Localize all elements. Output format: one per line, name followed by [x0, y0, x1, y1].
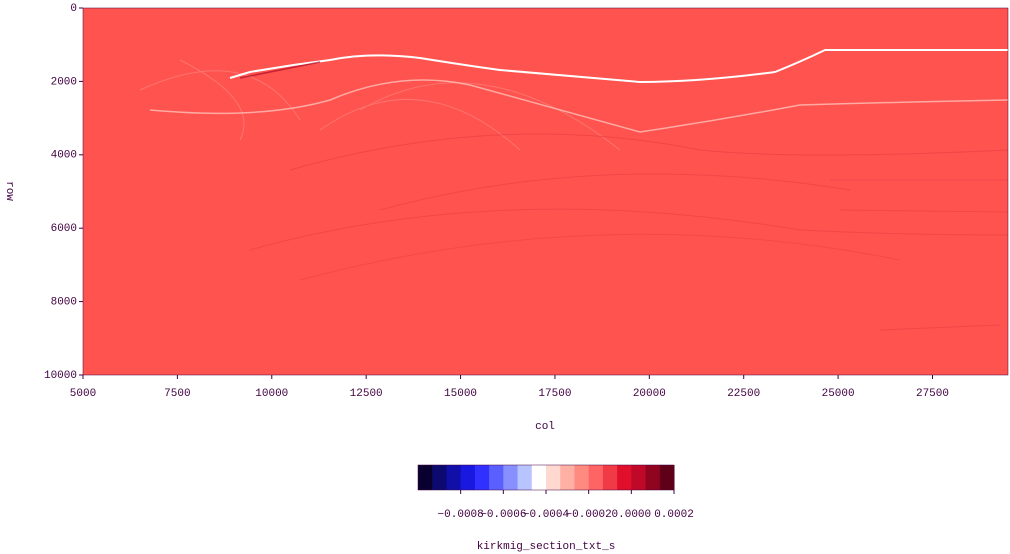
colorbar-swatch [489, 465, 504, 490]
x-tick-label: 12500 [350, 388, 383, 400]
colorbar-swatch [418, 465, 433, 490]
colorbar-swatch [474, 465, 490, 490]
x-tick-label: 15000 [444, 388, 477, 400]
colorbar-tick-label: −0.0008 [438, 509, 484, 521]
colorbar-label: kirkmig_section_txt_s [477, 541, 616, 553]
colorbar-swatch [574, 465, 590, 490]
colorbar-tick-label: 0.0002 [654, 509, 694, 521]
colorbar-swatch [460, 465, 476, 490]
x-tick-label: 20000 [633, 388, 666, 400]
y-tick-label: 4000 [51, 150, 77, 162]
colorbar-swatch [446, 465, 462, 490]
colorbar-tick-label: 0.0000 [612, 509, 652, 521]
colorbar-swatch [645, 465, 661, 490]
colorbar-tick-label: −0.0006 [480, 509, 526, 521]
colorbar-swatch [517, 465, 533, 490]
colorbar-swatch [602, 465, 618, 490]
x-axis-label: col [535, 421, 555, 433]
y-axis-label: row [3, 181, 15, 201]
colorbar-swatch [432, 465, 447, 490]
y-tick-label: 8000 [51, 297, 77, 309]
x-tick-label: 5000 [70, 388, 96, 400]
colorbar-tick-label: −0.0002 [566, 509, 612, 521]
x-tick-label: 7500 [164, 388, 190, 400]
y-tick-label: 6000 [51, 223, 77, 235]
colorbar-swatch [546, 465, 561, 490]
image-area [83, 8, 1008, 375]
x-tick-label: 22500 [727, 388, 760, 400]
colorbar-swatch [588, 465, 604, 490]
y-tick-label: 10000 [44, 370, 77, 382]
colorbar-swatch [659, 465, 675, 490]
reflectors [139, 49, 1009, 331]
colorbar-swatch [617, 465, 632, 490]
colorbar-swatch [531, 465, 547, 490]
colorbar-swatch [560, 465, 575, 490]
plot-frame [82, 7, 1009, 376]
x-tick-label: 25000 [822, 388, 855, 400]
x-tick-label: 27500 [916, 388, 949, 400]
x-tick-label: 10000 [255, 388, 288, 400]
x-tick-label: 17500 [538, 388, 571, 400]
y-tick-label: 0 [70, 3, 77, 15]
colorbar-swatch [503, 465, 519, 490]
colorbar-swatch [631, 465, 647, 490]
colorbar-tick-label: −0.0004 [523, 509, 570, 521]
y-tick-label: 2000 [51, 76, 77, 88]
